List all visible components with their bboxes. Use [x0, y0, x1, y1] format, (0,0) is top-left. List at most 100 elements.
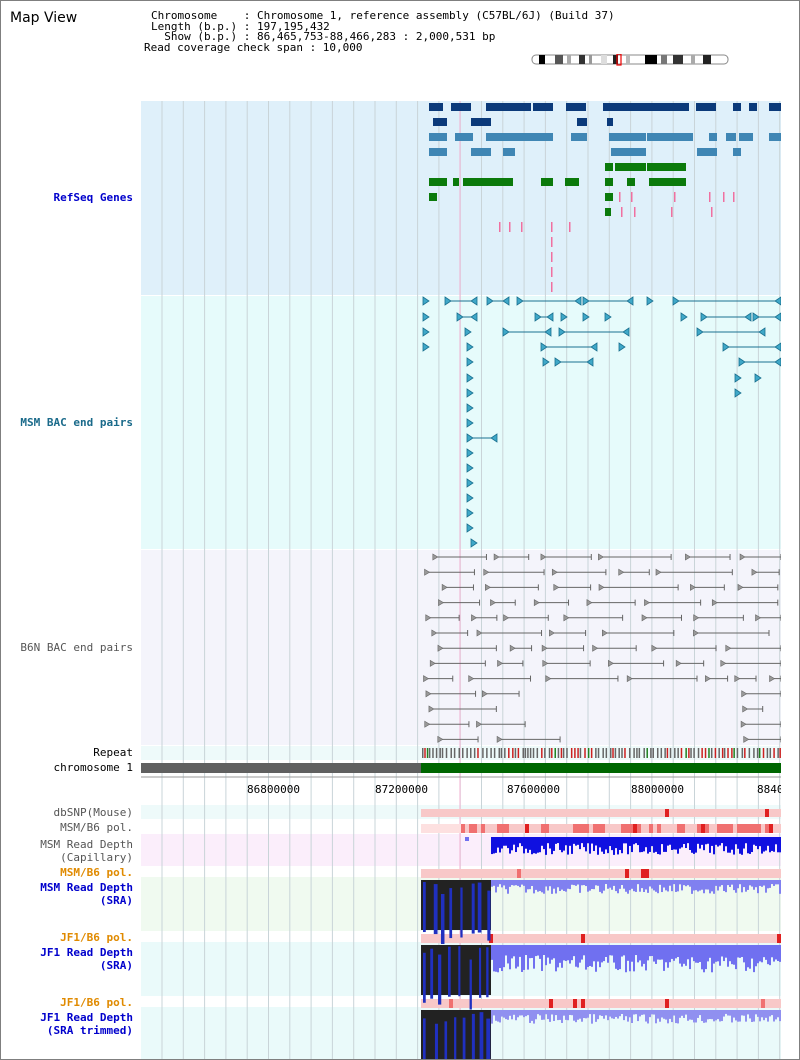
depth-bar	[709, 945, 711, 958]
track-label-b6n-bac[interactable]: B6N BAC end pairs	[20, 641, 133, 654]
depth-bar	[665, 1010, 667, 1020]
depth-bar	[691, 945, 693, 958]
depth-bar	[505, 880, 507, 890]
depth-bar	[765, 880, 767, 893]
gene-feature	[769, 103, 781, 111]
depth-bar	[583, 945, 585, 956]
depth-bar	[495, 945, 497, 972]
depth-bar	[523, 880, 525, 886]
depth-block	[448, 946, 451, 997]
depth-bar	[499, 945, 501, 969]
track-label-msm-depth-cap-1: MSM Read Depth	[40, 838, 133, 851]
depth-bar	[699, 945, 701, 962]
track-label-msm-bac[interactable]: MSM BAC end pairs	[20, 416, 133, 429]
depth-bar	[745, 880, 747, 892]
depth-bar	[689, 880, 691, 887]
depth-bar	[763, 945, 765, 958]
repeat-feature	[577, 748, 579, 758]
depth-bar	[767, 837, 769, 846]
depth-bar	[667, 837, 669, 846]
chromosome-ideogram[interactable]	[531, 54, 729, 66]
depth-bar	[737, 837, 739, 849]
gene-feature	[566, 103, 586, 111]
depth-bar	[723, 945, 725, 962]
repeat-feature	[650, 748, 652, 758]
bac-end-marker	[432, 553, 439, 561]
depth-bar	[567, 1010, 569, 1021]
gene-feature	[521, 222, 523, 232]
depth-bar	[713, 837, 715, 855]
repeat-feature	[680, 748, 683, 758]
bac-end-marker	[496, 735, 503, 743]
depth-bar	[569, 945, 571, 964]
gene-feature	[697, 148, 717, 156]
track-label-refseq[interactable]: RefSeq Genes	[53, 191, 133, 204]
repeat-feature	[762, 748, 765, 758]
depth-bar	[581, 1010, 583, 1022]
track-canvas[interactable]: 86800000 87200000 87600000 88000000 8840…	[141, 1, 781, 1059]
depth-bar	[709, 837, 711, 853]
depth-bar	[667, 945, 669, 968]
bac-end-marker	[558, 327, 566, 337]
depth-bar	[517, 945, 519, 967]
repeat-feature	[522, 748, 525, 758]
depth-bar	[711, 880, 713, 892]
depth-bar	[575, 880, 577, 886]
bac-end-marker	[741, 690, 748, 698]
depth-bar	[615, 837, 617, 849]
depth-bar	[641, 837, 643, 853]
track-labels: RefSeq Genes MSM BAC end pairs B6N BAC e…	[1, 1, 139, 1059]
repeat-feature	[544, 748, 546, 758]
depth-bar	[509, 945, 511, 970]
bac-end-marker	[466, 448, 474, 458]
bac-end-marker	[722, 342, 730, 352]
depth-bar	[543, 880, 545, 894]
depth-bar	[569, 880, 571, 890]
depth-bar	[529, 945, 531, 959]
bac-end-marker	[466, 433, 474, 443]
depth-bar	[655, 945, 657, 964]
depth-bar	[735, 945, 737, 970]
depth-block	[478, 947, 482, 998]
depth-bar	[565, 880, 567, 892]
depth-bar	[673, 945, 675, 961]
depth-bar	[737, 945, 739, 958]
depth-bar	[779, 1010, 781, 1022]
gene-feature	[611, 148, 646, 156]
repeat-feature	[439, 748, 441, 758]
snp-strip	[749, 824, 753, 833]
snp-strip	[549, 999, 553, 1008]
repeat-feature	[697, 748, 700, 758]
depth-bar	[643, 945, 645, 964]
depth-bar	[637, 945, 639, 963]
depth-bar	[707, 880, 709, 890]
repeat-feature	[727, 748, 729, 758]
depth-bar	[547, 880, 549, 891]
depth-bar	[719, 880, 721, 887]
depth-bar	[651, 945, 653, 957]
bac-end-marker	[752, 312, 760, 322]
depth-bar	[651, 1010, 653, 1015]
depth-bar	[543, 945, 545, 956]
bac-end-marker	[428, 705, 435, 713]
depth-bar	[767, 1010, 769, 1022]
bac-end-marker	[675, 659, 682, 667]
depth-bar	[709, 880, 711, 894]
depth-bar	[571, 880, 573, 885]
repeat-feature	[633, 748, 635, 758]
depth-bar	[567, 945, 569, 961]
depth-bar	[667, 880, 669, 892]
snp-strip	[637, 824, 641, 833]
bac-end-marker	[705, 675, 711, 683]
depth-bar	[575, 837, 577, 846]
depth-bar	[671, 1010, 673, 1023]
snp-strip	[765, 809, 769, 817]
depth-bar	[601, 837, 603, 852]
depth-bar	[769, 837, 771, 853]
repeat-feature	[664, 748, 666, 758]
depth-bar	[553, 880, 555, 889]
depth-bar	[565, 945, 567, 962]
depth-bar	[513, 880, 515, 886]
bac-end-marker	[602, 629, 608, 637]
depth-bar	[673, 880, 675, 885]
